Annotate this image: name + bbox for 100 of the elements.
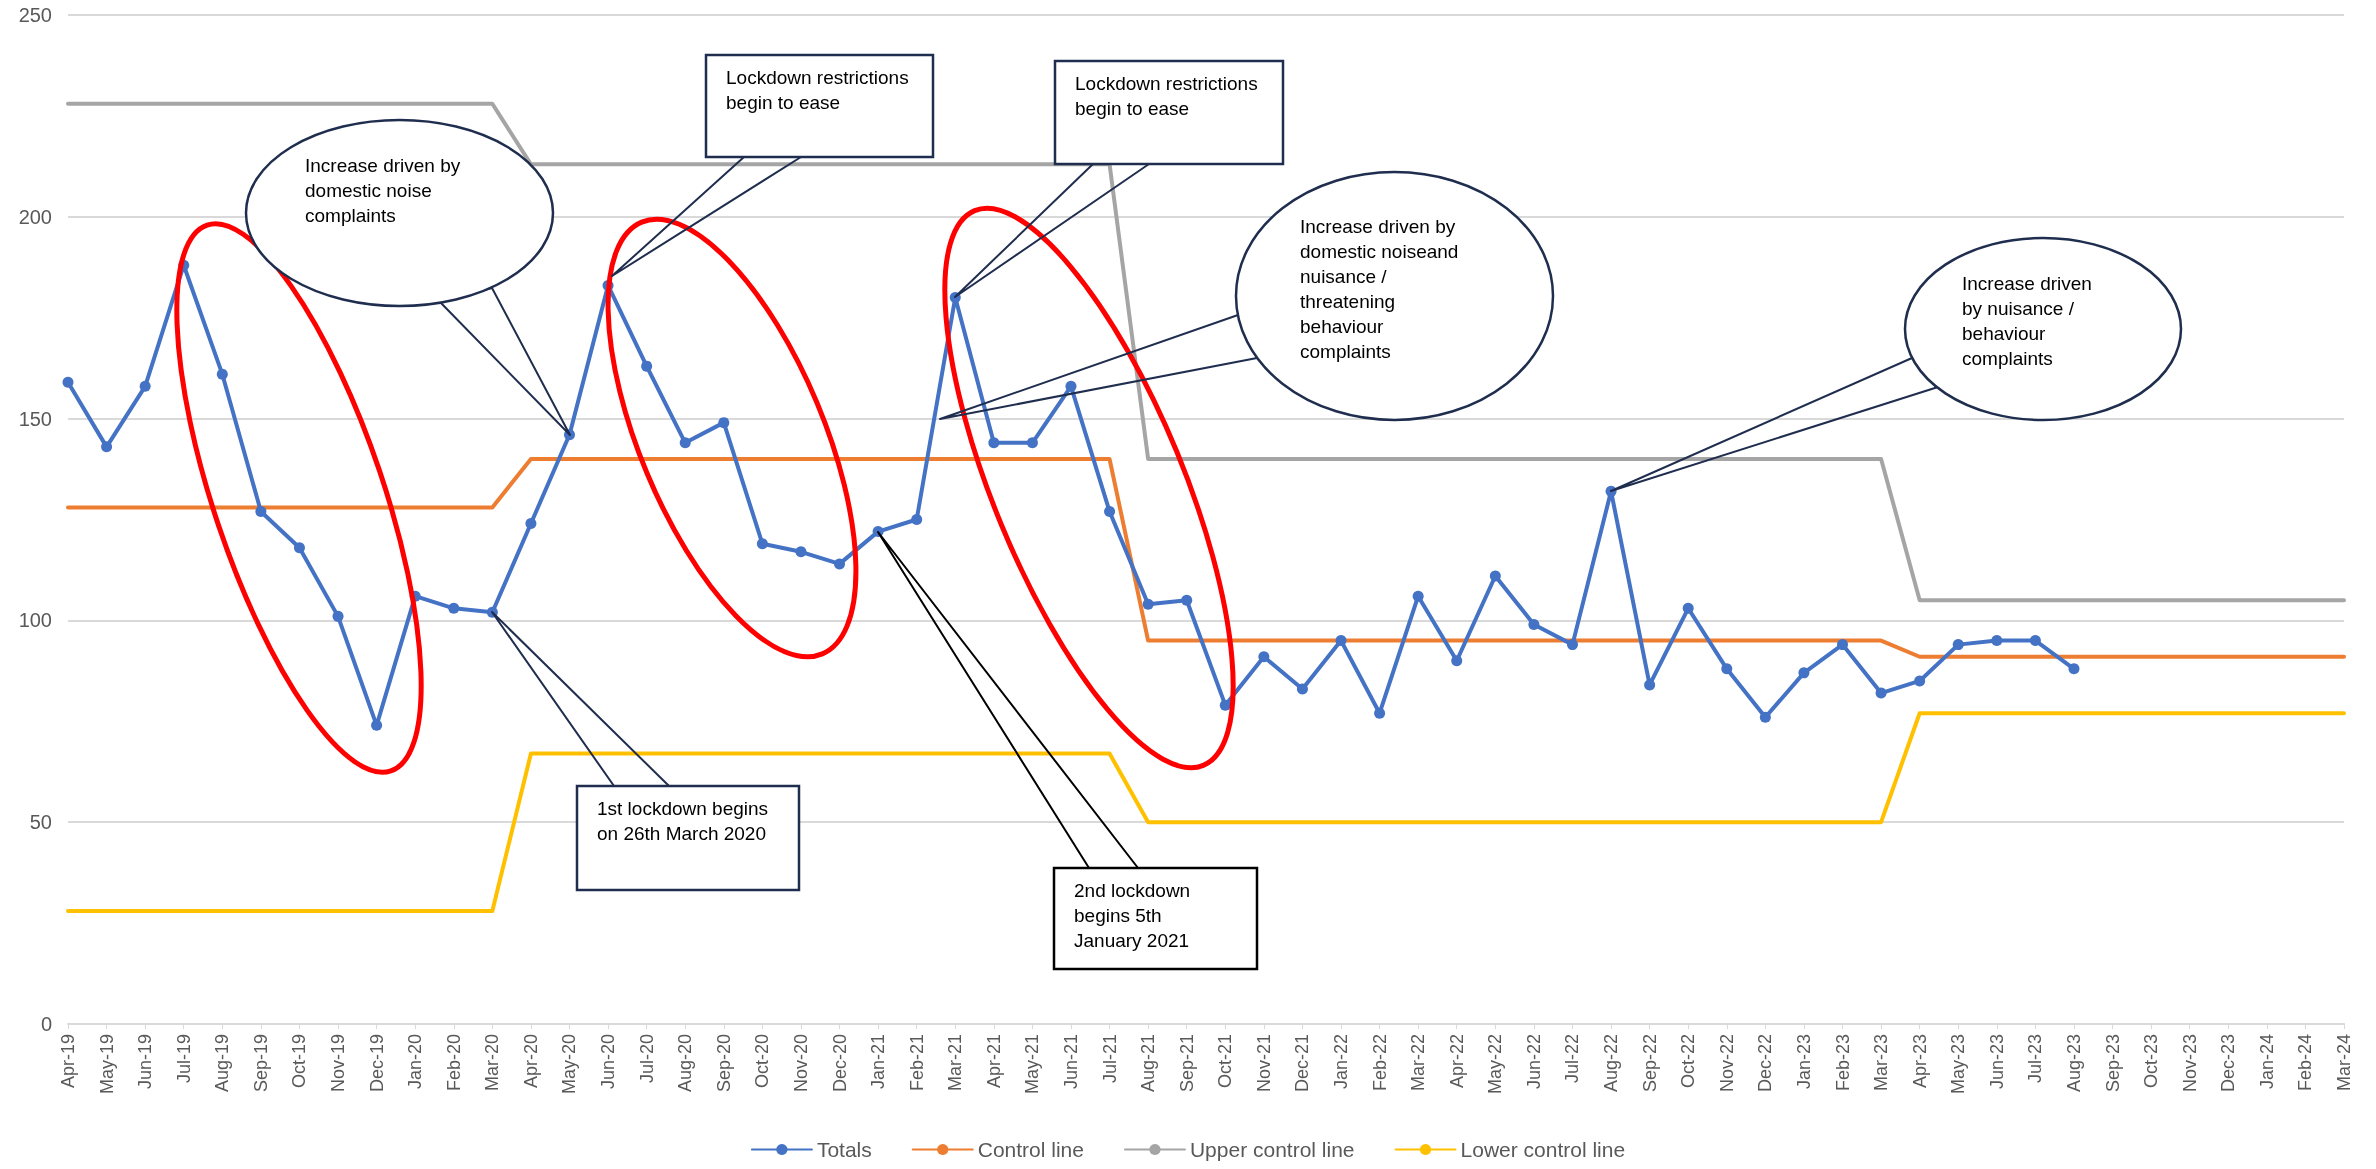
x-tick-label: Jul-23 [2025, 1034, 2046, 1084]
point [1026, 437, 1038, 449]
legend-label: Lower control line [1460, 1138, 1626, 1161]
point [756, 538, 768, 550]
x-tick-label: Apr-22 [1446, 1034, 1467, 1089]
x-tick-label: Feb-24 [2295, 1034, 2316, 1092]
x-tick-label: Apr-19 [58, 1034, 78, 1089]
point [332, 610, 344, 622]
x-tick-label: May-22 [1485, 1034, 1506, 1095]
point [1489, 570, 1501, 582]
x-tick-label: Oct-23 [2141, 1034, 2162, 1089]
point [1219, 699, 1231, 711]
x-tick-label: Jan-22 [1331, 1034, 1352, 1090]
y-tick-label: 200 [18, 205, 52, 228]
x-tick-label: Sep-22 [1639, 1034, 1660, 1093]
x-tick-label: Aug-21 [1138, 1034, 1159, 1093]
point [2029, 635, 2041, 647]
x-tick-label: Apr-23 [1909, 1034, 1930, 1089]
point [1837, 639, 1849, 651]
x-tick-label: Feb-23 [1832, 1034, 1853, 1092]
x-tick-label: Apr-20 [520, 1034, 541, 1089]
x-tick-label: Jun-22 [1523, 1034, 1544, 1090]
x-tick-label: Jul-19 [173, 1034, 194, 1084]
x-tick-label: Jul-22 [1562, 1034, 1583, 1084]
annotation: Lockdown restrictions begin to ease [726, 67, 909, 113]
point [1258, 651, 1270, 663]
x-tick-label: Nov-20 [790, 1034, 811, 1093]
point [1374, 707, 1386, 719]
x-tick-label: Jan-20 [405, 1034, 426, 1090]
point [1065, 380, 1077, 392]
y-tick-label: 100 [18, 609, 52, 632]
point [679, 437, 691, 449]
x-tick-label: May-20 [559, 1034, 580, 1095]
point [1181, 594, 1193, 606]
point [1875, 687, 1887, 699]
x-tick-label: Feb-20 [443, 1034, 464, 1092]
point [1644, 679, 1656, 691]
x-tick-label: Dec-22 [1755, 1034, 1776, 1093]
point [1335, 635, 1347, 647]
y-tick-label: 250 [18, 4, 52, 26]
x-tick-label: May-23 [1948, 1034, 1969, 1095]
x-tick-label: Oct-20 [752, 1034, 773, 1089]
point [216, 368, 228, 380]
point [1991, 635, 2003, 647]
point [139, 380, 151, 392]
x-tick-label: Feb-22 [1369, 1034, 1390, 1092]
x-tick-label: Nov-22 [1716, 1034, 1737, 1093]
point [448, 602, 460, 614]
x-tick-label: Aug-23 [2063, 1034, 2084, 1093]
x-tick-label: Oct-22 [1678, 1034, 1699, 1089]
point [1528, 618, 1540, 630]
x-tick-label: Jun-21 [1060, 1034, 1081, 1090]
x-tick-label: Feb-21 [906, 1034, 927, 1092]
x-tick-label: Aug-20 [675, 1034, 696, 1093]
x-tick-label: Jul-21 [1099, 1034, 1120, 1084]
x-tick-label: Dec-19 [366, 1034, 387, 1093]
point [1451, 655, 1463, 667]
point [62, 376, 74, 388]
x-tick-label: Mar-24 [2334, 1034, 2354, 1092]
point [1566, 639, 1578, 651]
x-tick-label: Aug-22 [1601, 1034, 1622, 1093]
x-tick-label: Jun-19 [135, 1034, 156, 1090]
x-tick-label: Nov-19 [328, 1034, 349, 1093]
x-tick-label: Sep-20 [713, 1034, 734, 1093]
point [1759, 711, 1771, 723]
y-tick-label: 50 [29, 811, 52, 834]
x-tick-label: Jan-21 [868, 1034, 889, 1090]
point [1914, 675, 1926, 687]
x-tick-label: Jan-23 [1793, 1034, 1814, 1090]
point [795, 546, 807, 558]
x-tick-label: Oct-21 [1215, 1034, 1236, 1089]
y-tick-label: 0 [40, 1013, 52, 1035]
legend-label: Totals [816, 1138, 872, 1161]
annotation: Lockdown restrictions begin to ease [1075, 73, 1258, 119]
x-tick-label: Mar-20 [482, 1034, 503, 1092]
annotation: 1st lockdown begins on 26th March 2020 [597, 798, 769, 844]
point [718, 417, 730, 429]
x-tick-label: Dec-20 [829, 1034, 850, 1093]
y-tick-label: 150 [18, 407, 52, 430]
legend-label: Control line [977, 1138, 1084, 1161]
point [255, 505, 267, 517]
x-tick-label: Mar-22 [1408, 1034, 1429, 1092]
point [1721, 663, 1733, 675]
annotation: 2nd lockdown begins 5th January 2021 [1074, 880, 1191, 951]
x-tick-label: Dec-23 [2218, 1034, 2239, 1093]
annotation: Increase driven by nuisance / behaviour complaints [1962, 273, 2092, 369]
x-tick-label: Jun-20 [598, 1034, 619, 1090]
x-tick-label: Dec-21 [1292, 1034, 1313, 1093]
x-tick-label: Mar-21 [945, 1034, 966, 1092]
point [293, 542, 305, 554]
point [101, 441, 113, 453]
point [1682, 602, 1694, 614]
point [1104, 505, 1116, 517]
point [1296, 683, 1308, 695]
x-tick-label: Jan-24 [2256, 1034, 2277, 1090]
point [525, 518, 537, 530]
x-tick-label: Sep-21 [1176, 1034, 1197, 1093]
x-tick-label: Sep-23 [2102, 1034, 2123, 1093]
x-tick-label: May-21 [1022, 1034, 1043, 1095]
point [988, 437, 1000, 449]
